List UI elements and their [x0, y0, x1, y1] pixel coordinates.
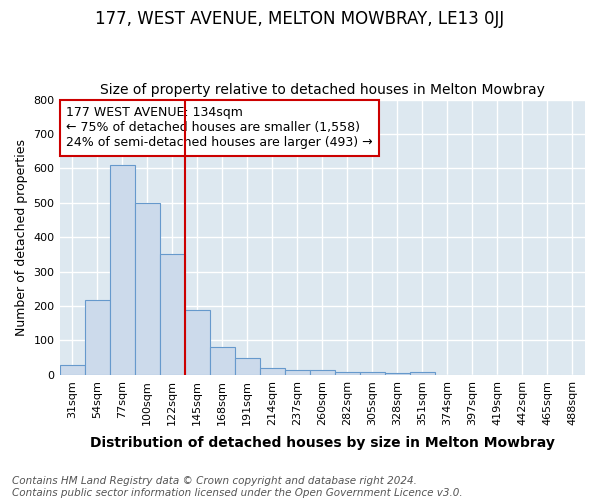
- X-axis label: Distribution of detached houses by size in Melton Mowbray: Distribution of detached houses by size …: [90, 436, 555, 450]
- Bar: [260, 368, 285, 375]
- Text: 177 WEST AVENUE: 134sqm
← 75% of detached houses are smaller (1,558)
24% of semi: 177 WEST AVENUE: 134sqm ← 75% of detache…: [67, 106, 373, 150]
- Bar: [285, 370, 310, 375]
- Title: Size of property relative to detached houses in Melton Mowbray: Size of property relative to detached ho…: [100, 83, 545, 97]
- Bar: [360, 372, 385, 375]
- Text: 177, WEST AVENUE, MELTON MOWBRAY, LE13 0JJ: 177, WEST AVENUE, MELTON MOWBRAY, LE13 0…: [95, 10, 505, 28]
- Bar: [209, 346, 235, 375]
- Text: Contains HM Land Registry data © Crown copyright and database right 2024.
Contai: Contains HM Land Registry data © Crown c…: [12, 476, 463, 498]
- Bar: [310, 370, 335, 375]
- Bar: [385, 373, 410, 375]
- Bar: [59, 364, 85, 375]
- Bar: [185, 310, 209, 375]
- Bar: [335, 372, 360, 375]
- Bar: [235, 358, 260, 375]
- Bar: [134, 204, 160, 375]
- Y-axis label: Number of detached properties: Number of detached properties: [15, 138, 28, 336]
- Bar: [110, 165, 134, 375]
- Bar: [410, 372, 435, 375]
- Bar: [160, 254, 185, 375]
- Bar: [85, 300, 110, 375]
